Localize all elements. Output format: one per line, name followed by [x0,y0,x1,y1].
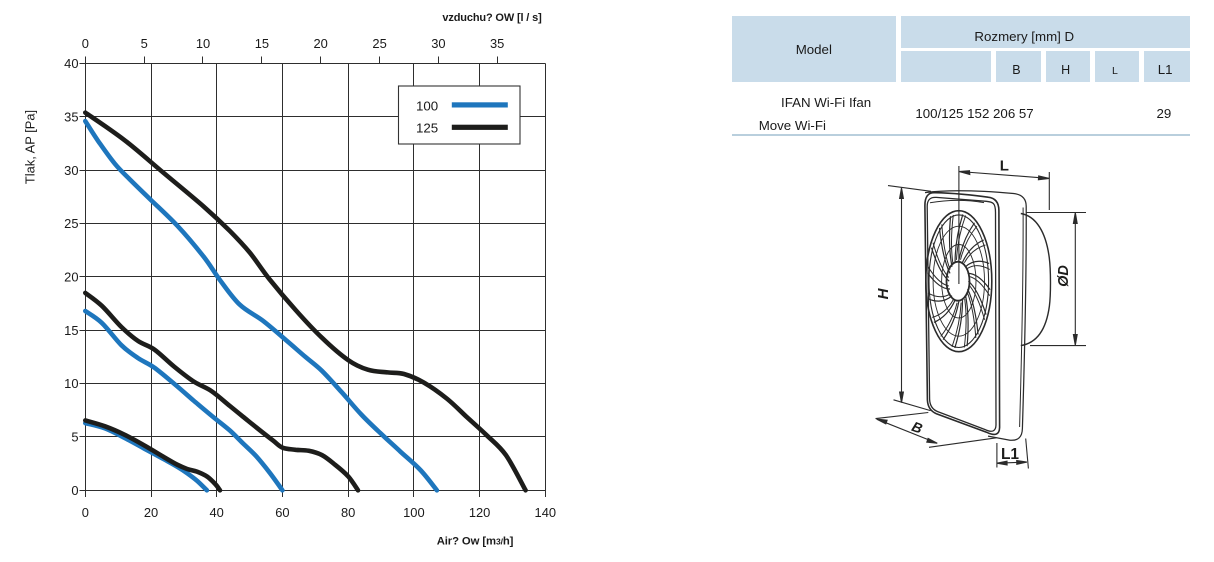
svg-text:Air? Ow [m3/h]: Air? Ow [m3/h] [437,536,514,548]
svg-text:20: 20 [64,270,78,285]
svg-text:L: L [1000,158,1009,175]
svg-text:Tlak, AP [Pa]: Tlak, AP [Pa] [23,110,38,184]
svg-text:5: 5 [141,36,148,51]
svg-text:0: 0 [71,483,78,498]
svg-text:25: 25 [64,216,78,231]
svg-text:B: B [910,418,925,437]
svg-text:L1: L1 [1001,446,1019,463]
svg-text:H: H [875,287,892,299]
svg-text:120: 120 [469,505,491,520]
svg-text:40: 40 [64,56,78,71]
svg-text:10: 10 [196,36,210,51]
svg-text:125: 125 [416,121,438,136]
svg-text:15: 15 [255,36,269,51]
svg-text:80: 80 [341,505,355,520]
svg-text:20: 20 [314,36,328,51]
svg-text:15: 15 [64,323,78,338]
svg-text:ØD: ØD [1056,265,1072,287]
svg-text:20: 20 [144,505,158,520]
svg-text:0: 0 [82,36,89,51]
svg-text:35: 35 [490,36,504,51]
svg-text:100: 100 [416,98,438,113]
svg-text:60: 60 [275,505,289,520]
svg-text:25: 25 [372,36,386,51]
svg-text:100: 100 [403,505,425,520]
svg-text:40: 40 [210,505,224,520]
svg-text:140: 140 [535,505,557,520]
svg-text:30: 30 [64,163,78,178]
svg-text:0: 0 [82,505,89,520]
svg-text:10: 10 [64,376,78,391]
svg-text:30: 30 [431,36,445,51]
svg-text:35: 35 [64,109,78,124]
svg-text:vzduchu? OW [l / s]: vzduchu? OW [l / s] [442,12,542,24]
svg-text:5: 5 [71,430,78,445]
